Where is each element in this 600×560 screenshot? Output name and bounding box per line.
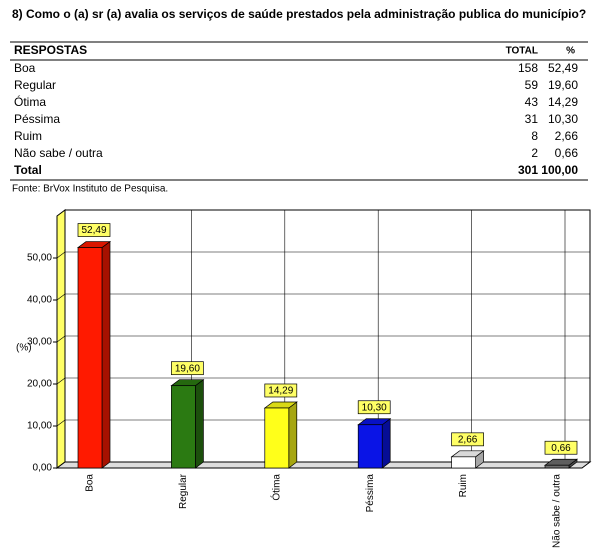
value-label-box [171,361,204,376]
value-label: 10,30 [362,402,387,413]
cell: 2,66 [555,129,579,143]
cell: 14,29 [548,95,578,109]
bar [450,450,485,469]
bar-front [264,407,290,469]
value-label: 2,66 [458,434,478,445]
value-label-box [357,400,391,415]
bar-front [357,424,383,469]
bar-side [101,240,111,469]
cell: 43 [525,95,539,109]
value-label: 52,49 [81,225,106,236]
x-tick-label: Péssima [365,474,376,513]
grid-line [56,377,66,385]
cell: 301 [518,163,538,177]
x-tick-label: Regular [178,473,189,509]
y-tick-label: 30,00 [27,337,52,348]
bar-front [171,385,196,469]
y-axis-label: (%) [16,343,32,354]
value-label-box [451,432,484,447]
value-label-box [77,223,111,237]
x-tick-label: Ruim [458,474,469,497]
cell: Boa [14,61,36,75]
cell: Péssima [14,112,60,126]
cell: 0,66 [555,146,579,160]
value-label: 14,29 [268,386,293,397]
bar-front [544,464,570,469]
bar-side [288,401,298,469]
bar [357,418,392,469]
x-tick-label: Boa [85,474,96,492]
value-label: 0,66 [551,443,571,454]
bar-side [195,378,204,469]
y-tick-label: 50,00 [27,253,52,264]
y-tick-label: 10,00 [27,421,52,432]
bar [263,401,298,469]
cell: 59 [525,78,539,92]
x-tick-label: Não sabe / outra [552,474,563,548]
col-header: TOTAL [506,46,538,57]
col-header: RESPOSTAS [14,43,87,57]
bar-front [77,247,103,469]
cell: 2 [531,146,538,160]
bar [543,458,579,469]
table-body: Boa 158 52,49 Regular 59 19,60 Ótima 43 14,29 Pés… [14,61,578,177]
bar [76,240,112,469]
grid-line [56,251,66,259]
value-label: 19,60 [175,363,200,374]
cell: Não sabe / outra [14,146,103,160]
cell: 100,00 [541,163,578,177]
x-tick-label: Ótima [269,474,282,501]
y-tick-label: 20,00 [27,379,52,390]
bar [170,378,205,469]
y-tick-label: 40,00 [27,295,52,306]
col-header: % [566,46,575,57]
cell: 10,30 [548,112,578,126]
value-label-box [264,383,298,398]
cell: Total [14,163,42,177]
grid-line [56,293,66,301]
question-title: 8) Como o (a) sr (a) avalia os serviços … [12,7,586,21]
cell: 8 [531,129,538,143]
cell: Regular [14,78,56,92]
bar-front [451,456,476,469]
value-label-box [544,440,578,455]
grid-line [56,419,66,427]
source: Fonte: BrVox Instituto de Pesquisa. [12,184,168,195]
cell: 52,49 [548,61,578,75]
grid-line [56,335,66,343]
y-tick-label: 0,00 [33,463,53,474]
cell: Ótima [14,94,46,109]
bar-side [381,418,391,469]
cell: Ruim [14,129,42,143]
floor [55,461,592,469]
cell: 19,60 [548,78,578,92]
cell: 31 [525,112,539,126]
cell: 158 [518,61,538,75]
